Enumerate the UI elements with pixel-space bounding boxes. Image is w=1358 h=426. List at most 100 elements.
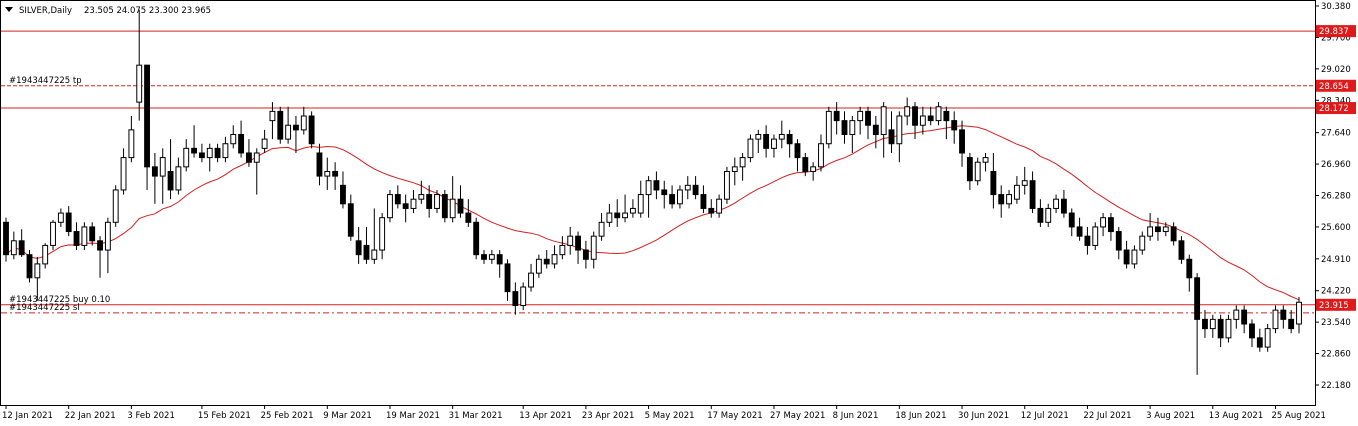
candle-bull bbox=[379, 217, 386, 251]
time-tick-label: 18 Jun 2021 bbox=[895, 411, 946, 421]
candle-bear bbox=[355, 240, 362, 256]
candle-bull bbox=[488, 254, 495, 260]
price-tick-label: 29.020 bbox=[1321, 65, 1351, 75]
candle-bear bbox=[316, 152, 323, 177]
candle-bull bbox=[676, 189, 683, 205]
time-tick-label: 31 Mar 2021 bbox=[449, 411, 503, 421]
candle-bull bbox=[269, 110, 276, 122]
symbol-label: SILVER,Daily bbox=[19, 6, 72, 16]
candle-bull bbox=[434, 194, 440, 209]
candle-bear bbox=[951, 120, 958, 131]
price-tick-label: 22.180 bbox=[1321, 381, 1351, 391]
time-tick-label: 27 May 2021 bbox=[770, 411, 825, 421]
candle-bull bbox=[598, 221, 605, 237]
level-lines: #1943447225 tp #1943447225 buy 0.10#19434… bbox=[1, 30, 1315, 314]
candle-bull bbox=[1139, 235, 1146, 251]
candle-bull bbox=[387, 194, 393, 219]
time-tick-label: 25 Feb 2021 bbox=[261, 411, 314, 421]
price-tick-label: 26.960 bbox=[1321, 160, 1351, 170]
candle-bear bbox=[1060, 198, 1067, 214]
candle-bull bbox=[559, 244, 566, 256]
price-tag bbox=[1316, 102, 1356, 115]
candle-bear bbox=[426, 194, 433, 209]
price-tick-label: 29.700 bbox=[1321, 33, 1351, 43]
time-tick-label: 3 Feb 2021 bbox=[127, 411, 175, 421]
candle-bull bbox=[300, 115, 307, 131]
candles bbox=[3, 9, 1302, 375]
candle-bull bbox=[982, 157, 989, 163]
candle-bull bbox=[810, 166, 817, 172]
candle-bull bbox=[896, 115, 903, 145]
price-tick-label: 26.280 bbox=[1321, 192, 1351, 202]
candle-bull bbox=[684, 184, 691, 191]
candle-bear bbox=[504, 263, 511, 293]
candle-bear bbox=[872, 124, 879, 135]
candle-bull bbox=[535, 258, 542, 274]
candle-bull bbox=[778, 133, 785, 140]
candle-bear bbox=[575, 235, 581, 251]
time-tick-label: 17 May 2021 bbox=[707, 411, 762, 421]
candle-bear bbox=[402, 203, 409, 209]
candle-bear bbox=[441, 194, 448, 219]
price-tag-label: 23.915 bbox=[1319, 301, 1349, 311]
candle-bear bbox=[198, 152, 205, 159]
candle-bear bbox=[1155, 226, 1161, 233]
candle-bull bbox=[371, 249, 378, 260]
candle-bull bbox=[10, 240, 17, 256]
candle-bull bbox=[645, 180, 652, 196]
candle-bull bbox=[410, 198, 417, 209]
candle-bull bbox=[857, 110, 864, 122]
candle-bear bbox=[481, 254, 487, 260]
candle-bear bbox=[347, 203, 354, 237]
candle-bull bbox=[183, 147, 190, 168]
candle-bear bbox=[151, 166, 158, 177]
candle-bull bbox=[904, 106, 911, 117]
candle-bear bbox=[669, 194, 676, 205]
level-note: #1943447225 tp bbox=[9, 76, 82, 86]
time-tick-label: 13 Aug 2021 bbox=[1209, 411, 1263, 421]
candle-bull bbox=[230, 133, 237, 145]
candle-bear bbox=[277, 110, 284, 140]
candle-bear bbox=[1170, 226, 1177, 242]
time-tick-label: 13 Apr 2021 bbox=[519, 411, 572, 421]
candle-bear bbox=[496, 254, 503, 265]
candle-bear bbox=[340, 184, 346, 205]
candle-bear bbox=[708, 207, 715, 214]
candle-bull bbox=[1272, 309, 1279, 330]
candle-bear bbox=[1202, 318, 1208, 330]
candle-bear bbox=[1115, 231, 1122, 251]
candle-bear bbox=[543, 258, 550, 265]
candle-bear bbox=[1217, 318, 1224, 339]
candle-bear bbox=[26, 254, 33, 279]
candle-bear bbox=[457, 198, 464, 214]
candle-bull bbox=[551, 254, 558, 265]
candle-bull bbox=[629, 207, 636, 214]
chart-header: SILVER,Daily 23.505 24.075 23.300 23.965 bbox=[5, 6, 211, 16]
candle-bear bbox=[786, 133, 793, 145]
candle-bear bbox=[763, 133, 770, 149]
price-tag-label: 28.172 bbox=[1319, 104, 1349, 114]
moving-average bbox=[5, 125, 1300, 301]
candle-bull bbox=[253, 152, 260, 163]
price-tick-label: 23.540 bbox=[1321, 318, 1351, 328]
time-tick-label: 30 Jun 2021 bbox=[958, 411, 1009, 421]
candle-bull bbox=[261, 138, 268, 149]
price-tick-label: 25.600 bbox=[1321, 223, 1351, 233]
candle-bull bbox=[222, 143, 229, 159]
candle-bull bbox=[528, 272, 534, 288]
candle-bull bbox=[716, 198, 723, 214]
candle-bull bbox=[104, 221, 111, 251]
collapse-arrow-icon[interactable] bbox=[5, 7, 13, 12]
candle-bull bbox=[818, 143, 824, 168]
time-tick-label: 22 Jan 2021 bbox=[65, 411, 116, 421]
candle-bull bbox=[974, 161, 981, 182]
candle-bull bbox=[590, 235, 597, 260]
candle-bear bbox=[1178, 240, 1185, 260]
candle-bull bbox=[1264, 328, 1271, 348]
candle-bull bbox=[849, 120, 856, 135]
candle-bear bbox=[1288, 318, 1295, 330]
candle-bull bbox=[919, 115, 926, 126]
level-note: #1943447225 buy 0.10 bbox=[9, 295, 110, 305]
